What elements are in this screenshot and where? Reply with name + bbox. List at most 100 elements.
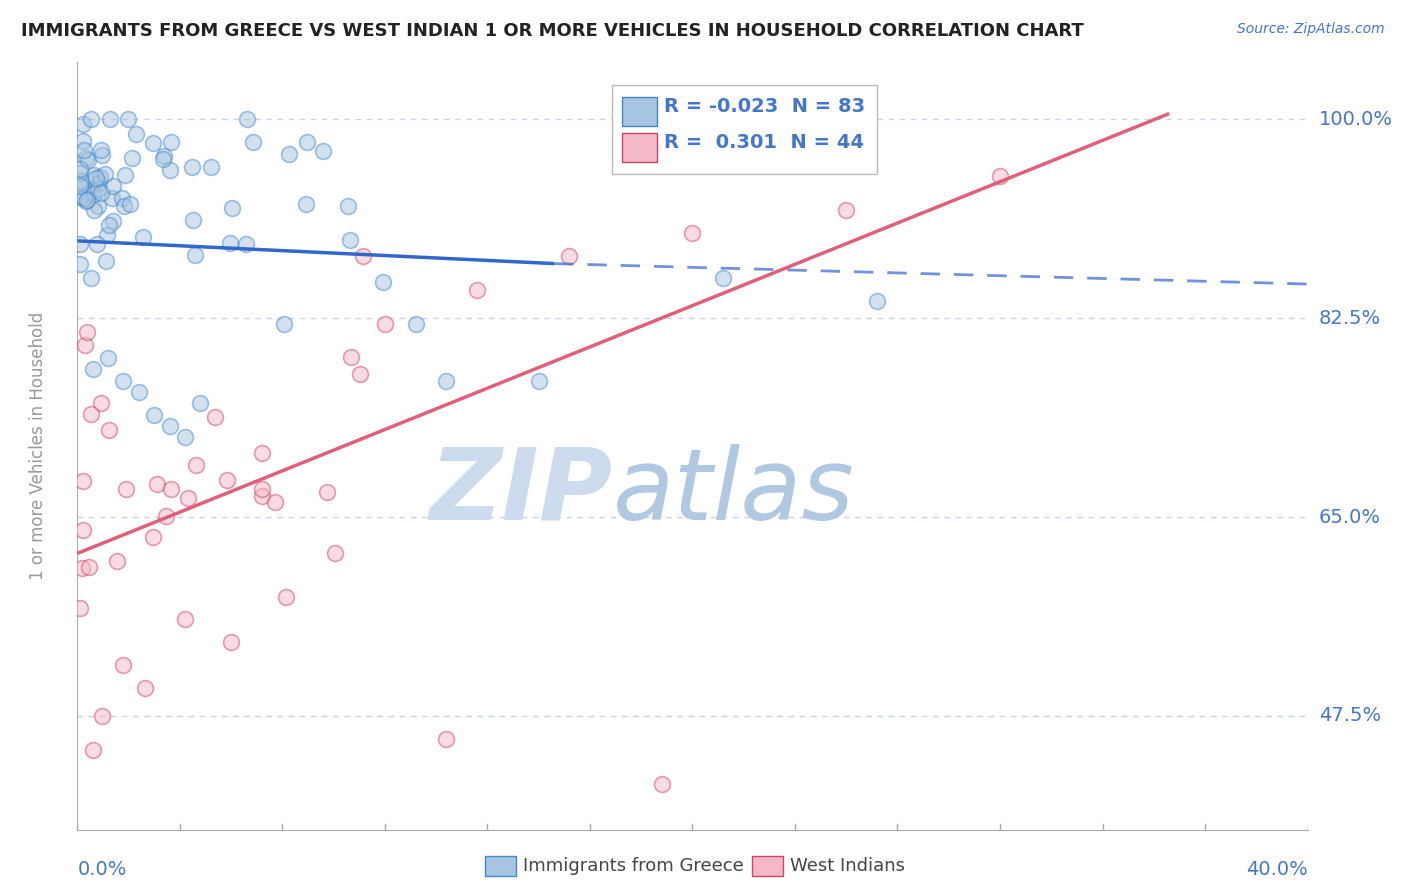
Point xyxy=(87,199,110,213)
Point xyxy=(87,182,110,196)
Point xyxy=(69,601,91,615)
Point xyxy=(87,176,110,190)
Point xyxy=(527,374,550,388)
Text: 65.0%: 65.0% xyxy=(1319,508,1381,526)
Point xyxy=(114,168,136,182)
Point xyxy=(349,367,371,381)
Point xyxy=(70,174,93,188)
Point xyxy=(75,194,97,209)
Point xyxy=(69,161,91,176)
Point xyxy=(250,490,273,504)
Text: Source: ZipAtlas.com: Source: ZipAtlas.com xyxy=(1237,22,1385,37)
Point xyxy=(180,161,202,175)
Point xyxy=(101,179,124,194)
Point xyxy=(174,430,197,444)
Point xyxy=(373,275,395,289)
Point xyxy=(98,423,121,437)
Point xyxy=(159,419,181,434)
Point xyxy=(436,374,458,388)
Point xyxy=(274,590,297,604)
Point xyxy=(160,482,183,496)
Point xyxy=(316,485,339,500)
Text: IMMIGRANTS FROM GREECE VS WEST INDIAN 1 OR MORE VEHICLES IN HOUSEHOLD CORRELATIO: IMMIGRANTS FROM GREECE VS WEST INDIAN 1 … xyxy=(21,22,1084,40)
Text: R =  0.301  N = 44: R = 0.301 N = 44 xyxy=(664,134,865,153)
Point xyxy=(70,177,93,191)
Text: 100.0%: 100.0% xyxy=(1319,110,1393,128)
Point xyxy=(145,476,167,491)
Point xyxy=(82,183,104,197)
Point xyxy=(72,117,94,131)
Point xyxy=(184,248,207,262)
Point xyxy=(77,559,100,574)
Point xyxy=(69,166,91,180)
Point xyxy=(101,191,124,205)
Text: 0.0%: 0.0% xyxy=(77,860,127,880)
Text: 47.5%: 47.5% xyxy=(1319,706,1381,725)
Point xyxy=(153,149,176,163)
Point xyxy=(98,219,121,233)
Point xyxy=(73,143,96,157)
Point xyxy=(142,136,165,150)
Point xyxy=(84,170,107,185)
Bar xyxy=(623,97,657,126)
Point xyxy=(112,657,135,672)
Point xyxy=(76,193,98,207)
Text: 40.0%: 40.0% xyxy=(1246,860,1308,880)
Point xyxy=(80,112,103,127)
Point xyxy=(294,196,316,211)
Point xyxy=(218,235,240,250)
Point xyxy=(174,612,197,626)
Point xyxy=(121,151,143,165)
Point xyxy=(142,530,165,544)
Point xyxy=(98,112,121,127)
Point xyxy=(76,153,98,167)
Point xyxy=(352,249,374,263)
Point xyxy=(96,253,118,268)
Point xyxy=(436,731,458,746)
Point xyxy=(988,169,1011,183)
Point xyxy=(177,491,200,506)
Point xyxy=(558,249,581,263)
Point xyxy=(72,474,94,488)
Point xyxy=(69,190,91,204)
Point xyxy=(73,191,96,205)
Point xyxy=(263,495,285,509)
Point xyxy=(250,482,273,496)
Point xyxy=(69,179,91,194)
Point xyxy=(711,271,734,285)
Point xyxy=(82,743,104,757)
Point xyxy=(682,226,704,240)
Text: 1 or more Vehicles in Household: 1 or more Vehicles in Household xyxy=(30,312,46,580)
Point xyxy=(112,374,135,388)
Point xyxy=(91,148,114,162)
Text: ZIP: ZIP xyxy=(429,443,613,541)
Point xyxy=(70,560,93,574)
Point xyxy=(115,482,138,496)
Point xyxy=(181,213,204,227)
Point xyxy=(278,146,301,161)
Bar xyxy=(623,133,657,162)
Point xyxy=(83,168,105,182)
Point xyxy=(159,163,181,178)
Point xyxy=(125,127,148,141)
Point xyxy=(866,294,889,309)
Point xyxy=(86,236,108,251)
Point xyxy=(89,169,111,184)
Point xyxy=(132,230,155,244)
Point xyxy=(105,554,128,568)
Point xyxy=(79,271,101,285)
Text: West Indians: West Indians xyxy=(790,857,905,875)
Point xyxy=(200,160,222,174)
Point xyxy=(69,257,91,271)
Point xyxy=(312,144,335,158)
Text: atlas: atlas xyxy=(613,443,853,541)
Point xyxy=(339,350,361,364)
Point xyxy=(339,233,361,247)
Point xyxy=(295,135,318,149)
Point xyxy=(96,227,118,242)
Point xyxy=(128,384,150,399)
Point xyxy=(236,112,259,127)
Point xyxy=(835,203,858,218)
Point xyxy=(72,523,94,537)
Point xyxy=(97,351,120,365)
